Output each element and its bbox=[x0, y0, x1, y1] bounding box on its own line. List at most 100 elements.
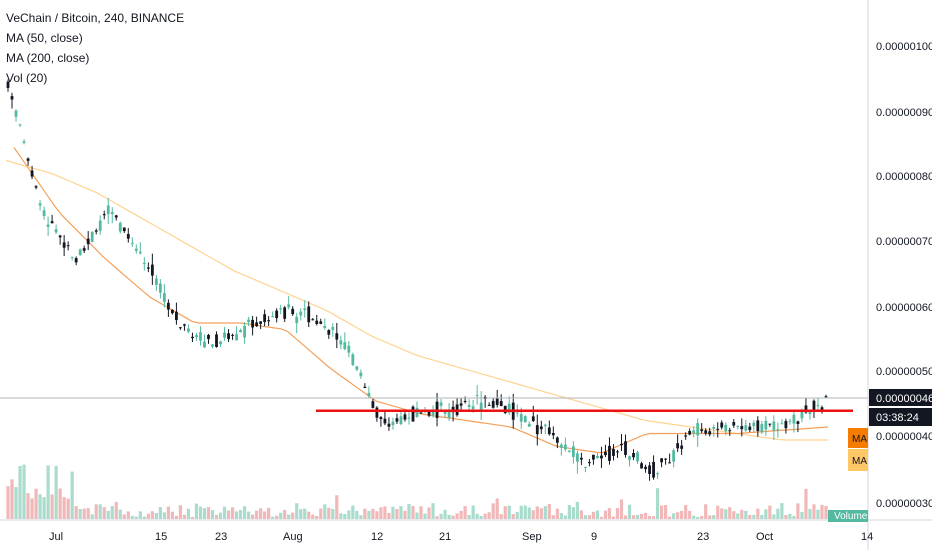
countdown-label: 03:38:24 bbox=[869, 408, 932, 426]
candle-body bbox=[571, 446, 575, 457]
candle-body bbox=[259, 321, 263, 324]
candle bbox=[371, 398, 375, 409]
candle-body bbox=[708, 431, 712, 435]
candle-body bbox=[154, 278, 158, 285]
candle bbox=[600, 446, 603, 469]
indicator-volume[interactable]: Vol (20) bbox=[6, 71, 48, 85]
candle bbox=[387, 417, 391, 431]
candle-body bbox=[343, 342, 347, 350]
price-axis[interactable]: 0.00000100 0.00000090 0.00000080 0.00000… bbox=[876, 41, 932, 510]
symbol-title[interactable]: VeChain / Bitcoin, 240, BINANCE bbox=[6, 11, 185, 25]
candle bbox=[792, 411, 796, 433]
candle bbox=[728, 427, 732, 436]
volume-bar bbox=[395, 509, 399, 519]
candle bbox=[126, 228, 130, 243]
candle bbox=[555, 436, 559, 449]
volume-bar bbox=[86, 508, 90, 519]
volume-bar bbox=[812, 504, 816, 519]
volume-bar bbox=[451, 515, 455, 519]
candle-body bbox=[355, 366, 359, 370]
candle-body bbox=[696, 423, 700, 436]
price-tick: 0.00000050 bbox=[876, 366, 932, 378]
candle bbox=[780, 419, 784, 425]
indicator-ma200[interactable]: MA (200, close) bbox=[6, 51, 90, 65]
candle bbox=[559, 442, 563, 456]
candle bbox=[22, 139, 26, 145]
candle bbox=[110, 207, 114, 224]
candle bbox=[399, 410, 403, 426]
candle bbox=[223, 326, 226, 341]
candle bbox=[166, 299, 170, 317]
volume-bar bbox=[603, 510, 608, 519]
candle bbox=[644, 464, 647, 473]
volume-bar bbox=[130, 515, 134, 519]
candle-body bbox=[130, 242, 134, 244]
volume-bar bbox=[728, 507, 732, 519]
candle-body bbox=[507, 403, 511, 413]
volume-bar bbox=[631, 515, 636, 519]
candle-body bbox=[668, 462, 672, 464]
candle bbox=[632, 449, 635, 461]
volume-bar bbox=[475, 513, 479, 519]
candle bbox=[688, 428, 692, 436]
candle-body bbox=[608, 445, 611, 461]
candle-body bbox=[612, 448, 615, 456]
candle-body bbox=[676, 443, 680, 449]
candle-body bbox=[672, 450, 676, 462]
candle-body bbox=[411, 406, 415, 422]
volume-bar bbox=[595, 510, 600, 519]
volume-bar bbox=[599, 516, 604, 519]
candle-body bbox=[467, 404, 471, 408]
candle-body bbox=[62, 242, 66, 248]
volume-bar bbox=[190, 516, 195, 519]
candle-body bbox=[588, 462, 591, 464]
volume-bar bbox=[523, 505, 527, 519]
ma-tag-yellow: MA bbox=[848, 449, 868, 471]
candle-body bbox=[780, 423, 784, 425]
volume-bar bbox=[511, 513, 515, 519]
candle-body bbox=[579, 457, 583, 460]
volume-bar bbox=[383, 506, 387, 519]
candle bbox=[584, 466, 587, 473]
candle-body bbox=[74, 258, 78, 263]
candle bbox=[563, 437, 567, 452]
candle bbox=[311, 317, 315, 321]
volume-tag-label: Volume bbox=[834, 511, 868, 522]
candle-body bbox=[215, 334, 218, 347]
candle-body bbox=[567, 450, 571, 452]
candle-body bbox=[431, 411, 435, 416]
volume-bar bbox=[331, 508, 335, 519]
candle bbox=[784, 418, 788, 434]
volume-bar bbox=[696, 516, 700, 519]
candle-body bbox=[46, 224, 50, 227]
candle bbox=[62, 235, 66, 257]
volume-bar bbox=[66, 498, 70, 519]
volume-bar bbox=[335, 495, 339, 519]
volume-bar bbox=[411, 505, 415, 519]
candle bbox=[359, 369, 363, 379]
candle-body bbox=[664, 458, 668, 460]
volume-bar bbox=[459, 510, 463, 519]
countdown-label-bg bbox=[869, 408, 932, 426]
candle-body bbox=[584, 466, 587, 468]
candle-body bbox=[30, 170, 34, 177]
candle bbox=[604, 444, 607, 458]
candle bbox=[608, 437, 611, 465]
candle-body bbox=[788, 420, 792, 422]
volume-bar bbox=[399, 506, 403, 519]
time-axis[interactable]: Jul 15 23 Aug 12 21 Sep 9 23 Oct 14 bbox=[49, 531, 873, 543]
candle bbox=[351, 352, 355, 367]
volume-tag-bg bbox=[828, 510, 868, 522]
volume-bar bbox=[692, 515, 696, 519]
candle bbox=[82, 245, 86, 254]
candle bbox=[383, 409, 387, 426]
candle bbox=[724, 422, 728, 436]
volume-bar bbox=[291, 512, 295, 519]
candle bbox=[14, 109, 18, 122]
candle bbox=[531, 405, 535, 423]
volume-bar bbox=[206, 507, 211, 519]
indicator-ma50[interactable]: MA (50, close) bbox=[6, 31, 83, 45]
candle-body bbox=[475, 394, 479, 396]
candle bbox=[215, 331, 218, 348]
